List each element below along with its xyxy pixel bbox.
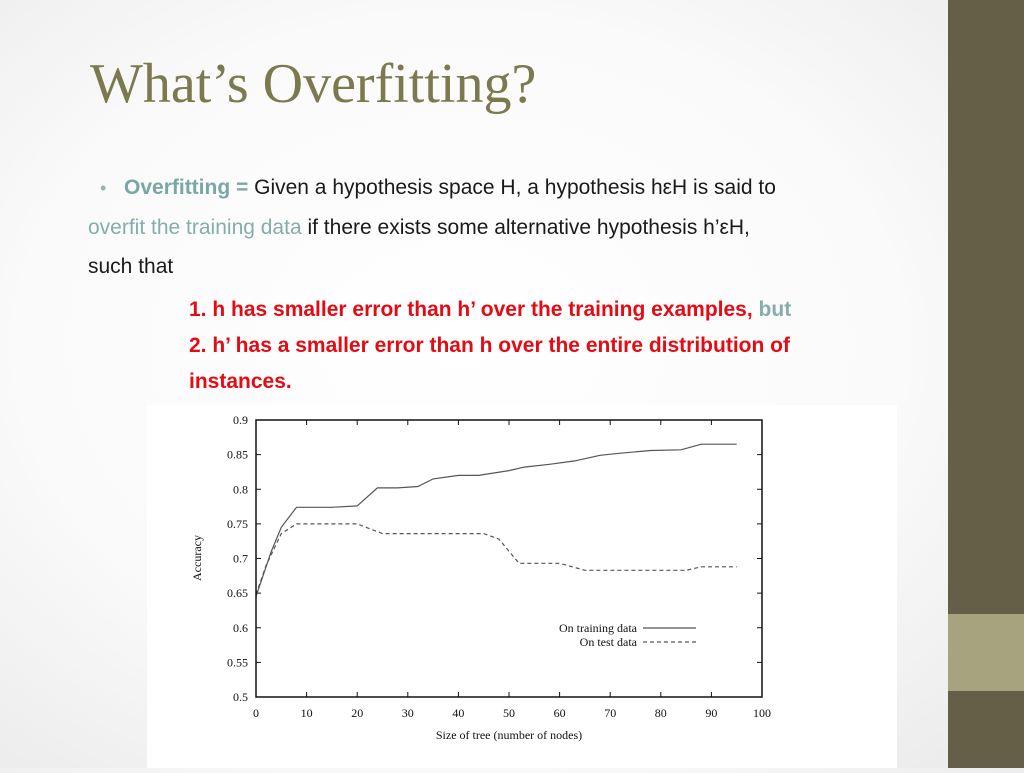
definition-text-3: such that [88, 255, 174, 278]
slide-title: What’s Overfitting? [90, 53, 537, 115]
series-line-training [255, 443, 737, 597]
legend-label-test: On test data [580, 635, 638, 649]
x-tick-label: 20 [351, 706, 363, 720]
x-tick-label: 30 [402, 706, 414, 720]
x-tick-label: 0 [253, 706, 259, 720]
y-tick-label: 0.85 [227, 448, 248, 462]
y-tick-label: 0.75 [227, 517, 248, 531]
condition-item-2: 2. h’ has a smaller error than h over th… [189, 328, 938, 400]
condition-item-2-line-1: 2. h’ has a smaller error than h over th… [189, 334, 790, 357]
condition-item-2-line-2: instances. [189, 370, 292, 393]
definition-text-1: Given a hypothesis space H, a hypothesis… [248, 176, 776, 199]
slide-body: • Overfitting = Given a hypothesis space … [88, 168, 938, 400]
x-tick-label: 50 [503, 706, 515, 720]
x-tick-label: 40 [452, 706, 464, 720]
x-tick-label: 90 [705, 706, 717, 720]
accuracy-chart: 0 10 20 30 40 50 60 70 80 90 100 0.9 0.85 0.8 0.75 0.7 0… [190, 413, 771, 742]
definition-text-2: if there exists some alternative hypothe… [301, 216, 750, 239]
bullet-icon: • [100, 178, 107, 198]
definition-paragraph: • Overfitting = Given a hypothesis space … [88, 168, 938, 286]
legend-label-training: On training data [559, 621, 638, 635]
x-tick-label: 70 [604, 706, 616, 720]
series-line-test [255, 523, 737, 595]
y-tick-label: 0.5 [233, 690, 248, 704]
x-tick-label: 10 [301, 706, 313, 720]
condition-item-1-text: 1. h has smaller error than h’ over the … [189, 298, 753, 321]
x-tick-label: 60 [554, 706, 566, 720]
definition-term: Overfitting = [124, 176, 249, 199]
condition-list: 1. h has smaller error than h’ over the … [189, 292, 938, 400]
x-axis-label: Size of tree (number of nodes) [436, 728, 582, 742]
condition-item-1: 1. h has smaller error than h’ over the … [189, 292, 938, 328]
accuracy-chart-panel: 0 10 20 30 40 50 60 70 80 90 100 0.9 0.85 0.8 0.75 0.7 0… [147, 405, 897, 768]
y-axis-label: Accuracy [190, 535, 204, 581]
definition-highlight: overfit the training data [88, 216, 302, 239]
y-tick-label: 0.65 [227, 586, 248, 600]
plot-frame [255, 419, 763, 698]
x-tick-label: 80 [655, 706, 667, 720]
series-layer [255, 443, 737, 597]
y-tick-label: 0.6 [233, 621, 248, 635]
sidebar-accent-block [948, 614, 1024, 691]
axis-ticks: 0 10 20 30 40 50 60 70 80 90 100 0.9 0.85 0.8 0.75 0.7 0… [227, 413, 771, 720]
condition-item-1-connector: but [758, 298, 792, 321]
y-tick-label: 0.8 [233, 482, 248, 496]
x-tick-label: 100 [753, 706, 771, 720]
y-tick-label: 0.9 [233, 413, 248, 427]
y-tick-label: 0.55 [227, 655, 248, 669]
y-tick-label: 0.7 [233, 552, 248, 566]
